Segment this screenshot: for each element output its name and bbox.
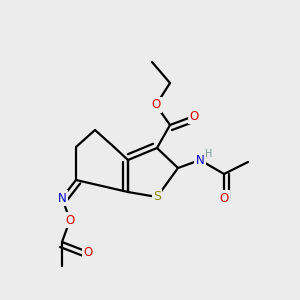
Text: O: O [219,191,229,205]
Text: O: O [152,98,160,112]
Text: O: O [65,214,75,226]
Text: O: O [83,245,93,259]
Text: S: S [153,190,161,203]
Text: H: H [205,149,213,159]
Text: N: N [196,154,204,166]
Text: O: O [189,110,199,122]
Text: N: N [58,191,66,205]
